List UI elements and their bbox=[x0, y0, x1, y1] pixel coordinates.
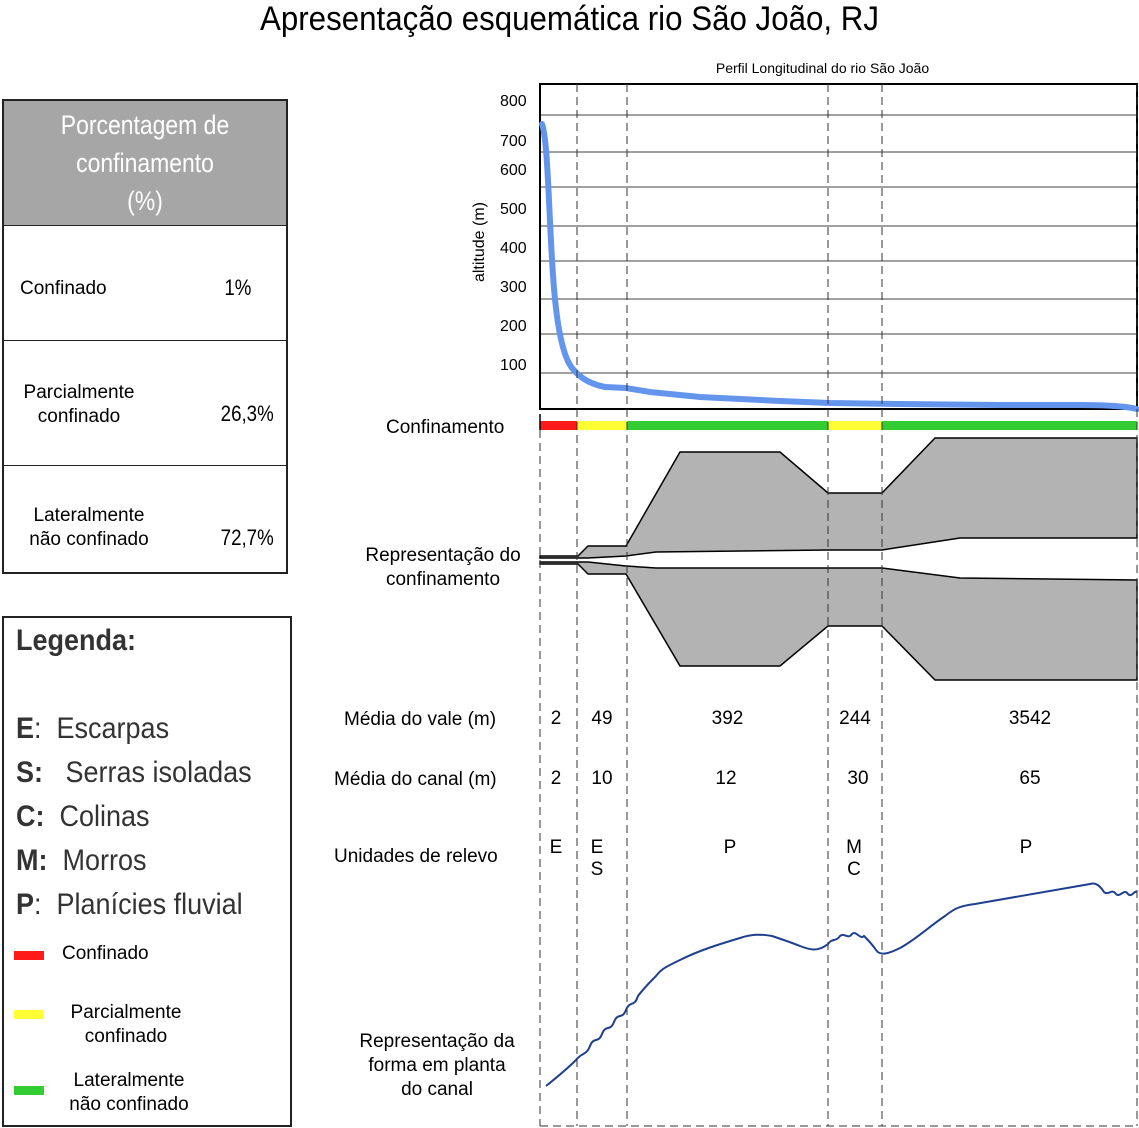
confinement-representation bbox=[540, 438, 1137, 680]
relevo-value: P bbox=[627, 837, 833, 859]
canal-value: 10 bbox=[577, 768, 627, 790]
vale-value: 49 bbox=[577, 708, 627, 730]
vale-value: 3542 bbox=[930, 708, 1130, 730]
profile-line bbox=[542, 124, 1137, 409]
profile-gridlines bbox=[540, 115, 1137, 373]
relevo-value: E bbox=[540, 837, 572, 859]
vale-value: 392 bbox=[627, 708, 828, 730]
profile-frame bbox=[540, 84, 1137, 409]
canal-value: 2 bbox=[540, 768, 572, 790]
channel-planform bbox=[546, 883, 1137, 1086]
relevo-value: E S bbox=[577, 837, 617, 881]
relevo-value: M C bbox=[828, 837, 880, 881]
vale-value: 244 bbox=[828, 708, 882, 730]
canal-value: 12 bbox=[627, 768, 825, 790]
vale-value: 2 bbox=[540, 708, 572, 730]
canal-value: 30 bbox=[828, 768, 888, 790]
row-label-media-canal: Média do canal (m) bbox=[334, 768, 497, 792]
row-label-unidades: Unidades de relevo bbox=[334, 845, 498, 869]
relevo-value: P bbox=[926, 837, 1126, 859]
row-label-representacao: Representação do confinamento bbox=[330, 544, 556, 592]
row-label-media-vale: Média do vale (m) bbox=[344, 708, 496, 732]
diagram-graphics bbox=[0, 0, 1139, 1128]
confinement-bar bbox=[540, 421, 1137, 430]
canal-value: 65 bbox=[930, 768, 1130, 790]
row-label-confinamento: Confinamento bbox=[386, 416, 504, 440]
row-label-planta: Representação da forma em planta do cana… bbox=[332, 1030, 542, 1102]
